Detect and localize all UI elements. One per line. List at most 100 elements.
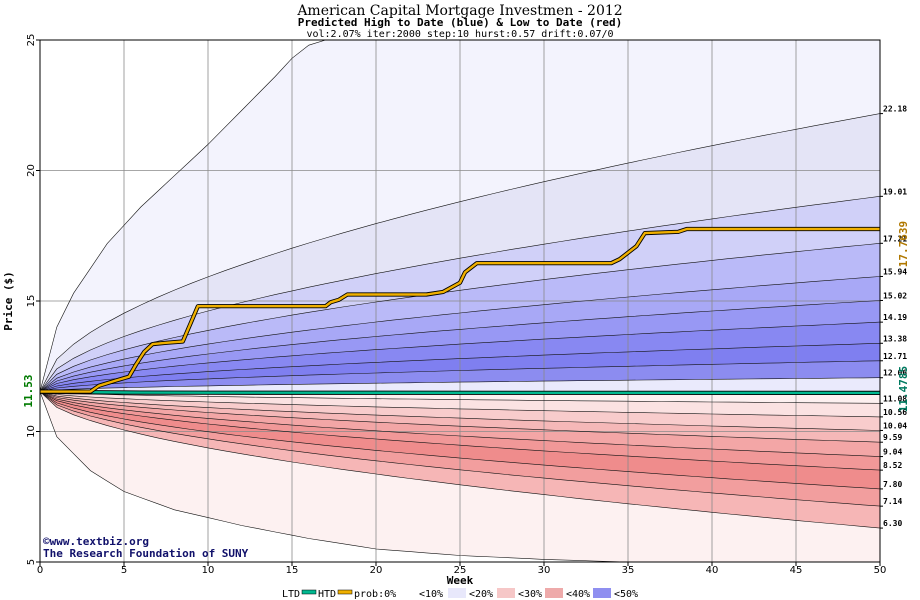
band-endpoint-label-u2: 13.38: [883, 334, 907, 343]
band-endpoint-label-l1: 10.56: [883, 408, 907, 417]
band-contours: [40, 40, 880, 562]
band-lower-6: [40, 391, 880, 489]
legend-swatch-40: [593, 588, 611, 598]
contour-7: [40, 196, 880, 392]
contour-16: [40, 391, 880, 507]
legend-50-label: <50%: [614, 589, 638, 600]
legend-ltd-swatch: [301, 589, 317, 595]
contour-17: [40, 391, 880, 529]
legend-ltd-label: LTD: [282, 589, 300, 600]
contour-13: [40, 391, 880, 457]
htd-final-label: 17.7639: [897, 221, 910, 267]
x-tick-label-20: 20: [370, 565, 383, 576]
x-tick-label-45: 45: [790, 565, 803, 576]
band-endpoint-label-l6: 7.80: [883, 480, 902, 489]
y-tick-label-25: 25: [26, 34, 37, 47]
legend-30-label: <30%: [518, 589, 542, 600]
legend-swatch-0: [398, 588, 411, 598]
band-endpoint-label-l3: 9.59: [883, 433, 902, 442]
x-tick-label-0: 0: [37, 565, 43, 576]
band-endpoint-label-u3: 14.19: [883, 313, 907, 322]
y-tick-label-5: 5: [26, 559, 37, 565]
chart-subtitle: Predicted High to Date (blue) & Low to D…: [298, 16, 623, 29]
y-tick-label-10: 10: [26, 425, 37, 438]
band-endpoint-label-u1: 12.71: [883, 352, 907, 361]
contour-1: [40, 360, 880, 392]
band-upper-5: [40, 276, 880, 392]
band-endpoint-label-u7: 19.01: [883, 187, 907, 196]
band-lower-3: [40, 391, 880, 443]
legend-40-label: <40%: [566, 589, 590, 600]
x-tick-label-30: 30: [538, 565, 551, 576]
contour-3: [40, 321, 880, 392]
x-tick-label-10: 10: [202, 565, 215, 576]
y-tick-label-20: 20: [26, 164, 37, 177]
legend-swatch-20: [497, 588, 515, 598]
x-axis-ticks: 0 5 10 15 20 25 30 35 40 45 50: [37, 562, 887, 576]
ltd-final-label: 11.4785: [897, 366, 910, 412]
y-axis-label: Price ($): [2, 271, 15, 331]
band-endpoint-label-u0: 12.06: [883, 369, 907, 378]
band-endpoint-label-l2: 10.04: [883, 421, 907, 430]
contour-8: [40, 113, 880, 392]
contour-envelope-upper: [40, 40, 880, 392]
band-endpoint-label-l8: 6.30: [883, 519, 902, 528]
ltd-line: [40, 390, 880, 395]
band-endpoint-labels: 12.06 12.71 13.38 14.19 15.02 15.94 17.21 19.01…: [880, 105, 907, 529]
x-axis-label: Week: [447, 574, 474, 587]
y-tick-label-15: 15: [26, 295, 37, 308]
band-endpoint-label-u4: 15.02: [883, 291, 907, 300]
start-price-label: 11.53: [22, 374, 35, 407]
band-endpoint-label-l5: 8.52: [883, 461, 902, 470]
series-lines: [40, 226, 880, 395]
band-lower-5: [40, 391, 880, 471]
contour-envelope-lower: [40, 391, 880, 562]
band-endpoint-label-l4: 9.04: [883, 448, 902, 457]
grid: [40, 40, 880, 562]
credit-line-1: ©www.textbiz.org: [43, 535, 149, 548]
x-tick-label-35: 35: [622, 565, 635, 576]
contour-10: [40, 391, 880, 418]
chart-params: vol:2.07% iter:2000 step:10 hurst:0.57 d…: [306, 29, 613, 40]
band-upper-7: [40, 196, 880, 392]
band-endpoint-label-l7: 7.14: [883, 497, 902, 506]
contour-15: [40, 391, 880, 490]
contour-14: [40, 391, 880, 471]
legend-htd-swatch: [337, 589, 353, 595]
x-tick-label-50: 50: [874, 565, 887, 576]
htd-line: [40, 227, 880, 393]
band-lower-7: [40, 391, 880, 507]
contour-12: [40, 391, 880, 443]
band-upper-6: [40, 243, 880, 392]
band-upper-4: [40, 300, 880, 392]
legend-swatch-10: [448, 588, 466, 598]
band-lower-outer: [40, 391, 880, 562]
legend-htd-label: HTD: [318, 589, 336, 600]
contour-0: [40, 377, 880, 392]
legend: LTD HTD prob:0% <10% <20% <30% <40% <50%: [282, 588, 638, 600]
x-tick-label-5: 5: [121, 565, 127, 576]
contour-11: [40, 391, 880, 431]
legend-swatch-30: [545, 588, 563, 598]
contour-9: [40, 391, 880, 404]
band-endpoint-label-u8: 22.18: [883, 105, 907, 114]
legend-20-label: <20%: [469, 589, 493, 600]
band-upper-outer: [40, 40, 880, 392]
x-tick-label-25: 25: [454, 565, 467, 576]
contour-4: [40, 300, 880, 392]
x-tick-label-15: 15: [286, 565, 299, 576]
band-lower-4: [40, 391, 880, 457]
chart-title: American Capital Mortgage Investmen - 20…: [296, 3, 622, 19]
y-axis-ticks: 5 10 15 20 25: [26, 34, 40, 565]
contour-2: [40, 343, 880, 392]
legend-prob-label: prob:0%: [354, 589, 396, 600]
band-endpoint-label-u6: 17.21: [883, 234, 907, 243]
legend-10-label: <10%: [419, 589, 443, 600]
credit-line-2: The Research Foundation of SUNY: [43, 547, 249, 560]
x-tick-label-40: 40: [706, 565, 719, 576]
band-endpoint-label-u5: 15.94: [883, 267, 907, 276]
band-lower-8: [40, 391, 880, 529]
contour-5: [40, 276, 880, 392]
contour-6: [40, 243, 880, 392]
